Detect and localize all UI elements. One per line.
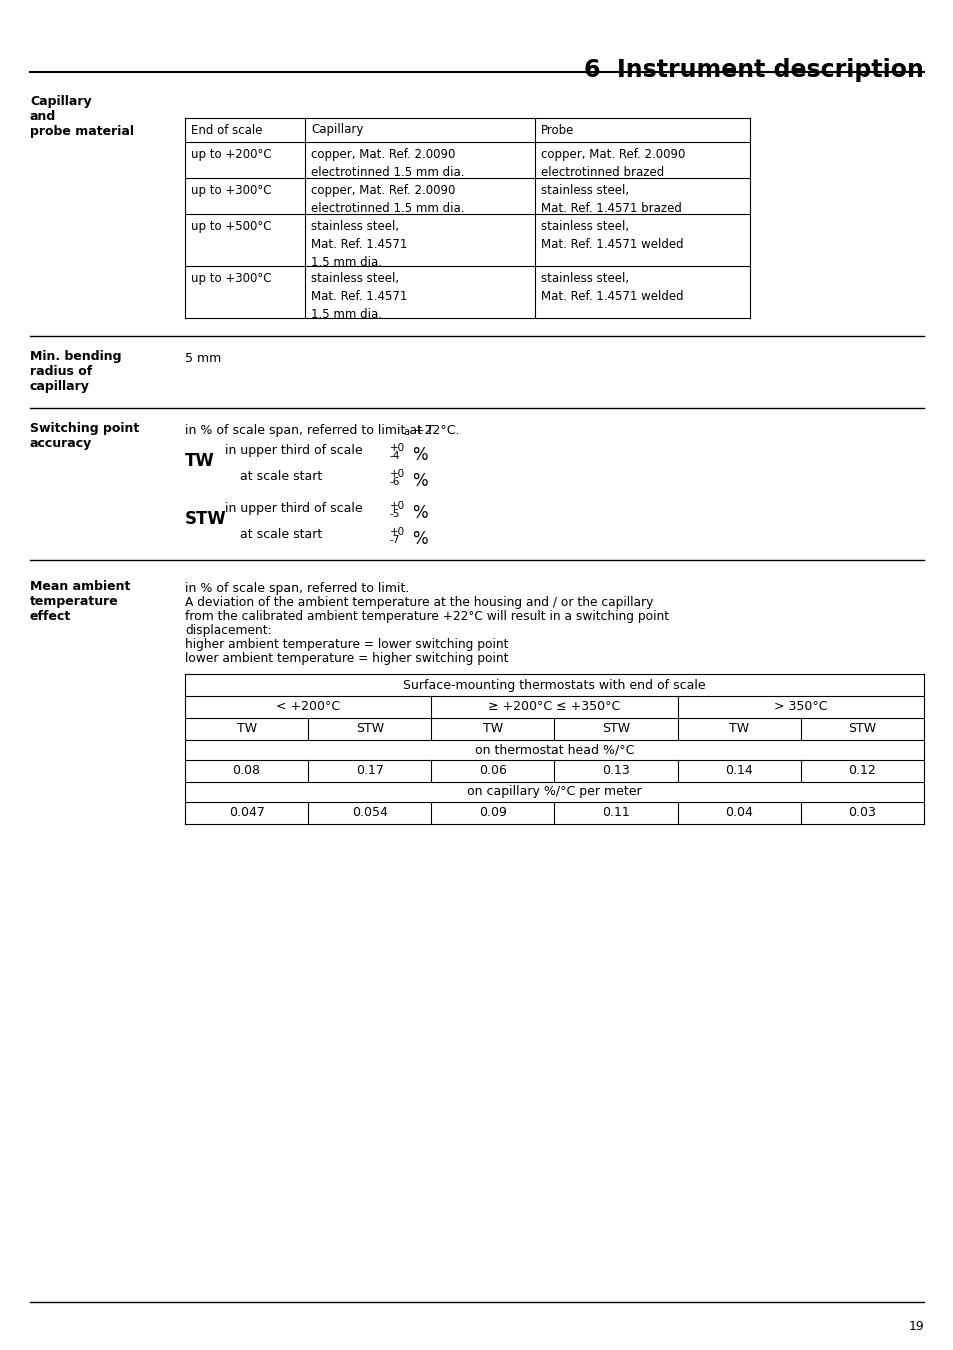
Text: Switching point: Switching point [30,423,139,435]
Text: and: and [30,109,56,123]
Text: copper, Mat. Ref. 2.0090
electrotinned brazed: copper, Mat. Ref. 2.0090 electrotinned b… [540,148,684,180]
Text: a: a [403,427,409,437]
Text: -7: -7 [390,535,400,545]
Text: 6  Instrument description: 6 Instrument description [583,58,923,82]
Text: displacement:: displacement: [185,624,272,637]
Text: 0.06: 0.06 [478,764,506,778]
Text: Capillary: Capillary [30,95,91,108]
Text: at scale start: at scale start [240,528,322,541]
Text: higher ambient temperature = lower switching point: higher ambient temperature = lower switc… [185,639,508,651]
Text: on capillary %/°C per meter: on capillary %/°C per meter [467,786,641,798]
Text: End of scale: End of scale [191,123,262,136]
Text: stainless steel,
Mat. Ref. 1.4571 welded: stainless steel, Mat. Ref. 1.4571 welded [540,220,683,251]
Text: 0.11: 0.11 [601,806,629,819]
Text: > 350°C: > 350°C [773,701,826,714]
Text: in upper third of scale: in upper third of scale [225,444,362,458]
Text: -4: -4 [390,451,400,460]
Text: up to +300°C: up to +300°C [191,271,272,285]
Text: +0: +0 [390,443,405,454]
Text: Capillary: Capillary [311,123,363,136]
Text: 0.04: 0.04 [724,806,753,819]
Text: Mean ambient: Mean ambient [30,580,131,593]
Text: Min. bending: Min. bending [30,350,121,363]
Text: STW: STW [847,722,876,736]
Text: in % of scale span, referred to limit.: in % of scale span, referred to limit. [185,582,409,595]
Text: temperature: temperature [30,595,118,608]
Text: in upper third of scale: in upper third of scale [225,502,362,514]
Text: stainless steel,
Mat. Ref. 1.4571 welded: stainless steel, Mat. Ref. 1.4571 welded [540,271,683,302]
Text: 19: 19 [907,1320,923,1332]
Text: up to +300°C: up to +300°C [191,184,272,197]
Text: probe material: probe material [30,126,133,138]
Text: 0.08: 0.08 [233,764,260,778]
Text: 0.17: 0.17 [355,764,383,778]
Text: -6: -6 [390,477,400,487]
Text: < +200°C: < +200°C [275,701,340,714]
Text: capillary: capillary [30,379,90,393]
Text: effect: effect [30,610,71,622]
Text: +0: +0 [390,468,405,479]
Text: TW: TW [728,722,748,736]
Text: TW: TW [185,452,214,470]
Text: +0: +0 [390,501,405,512]
Text: %: % [412,504,427,522]
Text: %: % [412,472,427,490]
Text: stainless steel,
Mat. Ref. 1.4571
1.5 mm dia.: stainless steel, Mat. Ref. 1.4571 1.5 mm… [311,220,407,269]
Text: copper, Mat. Ref. 2.0090
electrotinned 1.5 mm dia.: copper, Mat. Ref. 2.0090 electrotinned 1… [311,184,464,215]
Text: accuracy: accuracy [30,437,92,450]
Text: STW: STW [355,722,383,736]
Text: on thermostat head %/°C: on thermostat head %/°C [475,744,634,756]
Text: +22°C.: +22°C. [410,424,459,437]
Text: 0.03: 0.03 [847,806,876,819]
Text: 0.09: 0.09 [478,806,506,819]
Text: in % of scale span, referred to limit at T: in % of scale span, referred to limit at… [185,424,434,437]
Text: TW: TW [236,722,256,736]
Text: 5 mm: 5 mm [185,352,221,365]
Text: 0.054: 0.054 [352,806,387,819]
Text: from the calibrated ambient temperature +22°C will result in a switching point: from the calibrated ambient temperature … [185,610,668,622]
Text: %: % [412,531,427,548]
Text: Probe: Probe [540,123,574,136]
Text: at scale start: at scale start [240,470,322,483]
Text: -5: -5 [390,509,400,518]
Text: 0.12: 0.12 [847,764,876,778]
Text: up to +200°C: up to +200°C [191,148,272,161]
Text: radius of: radius of [30,364,92,378]
Text: ≥ +200°C ≤ +350°C: ≥ +200°C ≤ +350°C [488,701,620,714]
Text: up to +500°C: up to +500°C [191,220,272,234]
Text: 0.13: 0.13 [601,764,629,778]
Text: lower ambient temperature = higher switching point: lower ambient temperature = higher switc… [185,652,508,666]
Text: 0.047: 0.047 [229,806,264,819]
Text: 0.14: 0.14 [724,764,752,778]
Text: STW: STW [185,510,227,528]
Text: A deviation of the ambient temperature at the housing and / or the capillary: A deviation of the ambient temperature a… [185,595,653,609]
Text: stainless steel,
Mat. Ref. 1.4571
1.5 mm dia.: stainless steel, Mat. Ref. 1.4571 1.5 mm… [311,271,407,321]
Text: STW: STW [601,722,630,736]
Text: TW: TW [482,722,502,736]
Text: %: % [412,446,427,464]
Text: +0: +0 [390,526,405,537]
Text: stainless steel,
Mat. Ref. 1.4571 brazed: stainless steel, Mat. Ref. 1.4571 brazed [540,184,681,215]
Text: Surface-mounting thermostats with end of scale: Surface-mounting thermostats with end of… [403,679,705,691]
Text: copper, Mat. Ref. 2.0090
electrotinned 1.5 mm dia.: copper, Mat. Ref. 2.0090 electrotinned 1… [311,148,464,180]
